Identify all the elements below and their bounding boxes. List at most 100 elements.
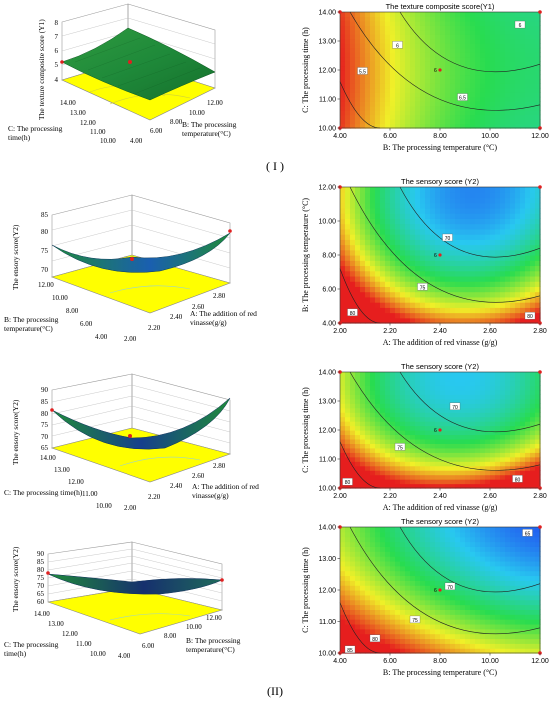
heatmap-cell <box>505 96 511 102</box>
heatmap-cell <box>505 87 511 93</box>
heatmap-cell <box>445 638 451 644</box>
heatmap-cell <box>505 16 511 22</box>
heatmap-cell <box>445 614 451 620</box>
heatmap-cell <box>370 105 376 111</box>
heatmap-cell <box>390 265 396 272</box>
heatmap-cell <box>400 628 406 635</box>
contour-label-box <box>449 402 461 410</box>
heatmap-cell <box>440 421 446 427</box>
heatmap-cell <box>520 648 526 654</box>
heatmap-cell <box>440 623 446 630</box>
heatmap-cell <box>520 394 526 400</box>
heatmap-cell <box>375 249 381 256</box>
heatmap-cell <box>370 398 376 404</box>
heatmap-cell <box>525 425 531 431</box>
contour-label: 70 <box>452 405 458 411</box>
heatmap-cell <box>530 29 536 35</box>
heatmap-cell <box>435 604 441 610</box>
heatmap-cell <box>460 394 466 400</box>
heatmap-cell <box>505 599 511 606</box>
heatmap-cell <box>465 643 471 649</box>
heatmap-cell <box>405 192 411 199</box>
heatmap-cell <box>435 38 441 44</box>
heatmap-cell <box>475 43 481 49</box>
heatmap-cell <box>405 228 411 235</box>
heatmap-cell <box>475 590 481 596</box>
heatmap-cell <box>535 218 541 225</box>
heatmap-cell <box>420 52 426 58</box>
heatmap-cell <box>495 291 501 298</box>
heatmap-cell <box>345 260 351 267</box>
heatmap-cell <box>340 531 346 538</box>
heatmap-cell <box>425 123 431 129</box>
heatmap-cell <box>355 421 361 427</box>
heatmap-cell <box>465 430 471 436</box>
heatmap-cell <box>485 416 491 422</box>
heatmap-cell <box>340 312 346 319</box>
heatmap-cell <box>380 307 386 314</box>
heatmap-cell <box>525 110 531 116</box>
heatmap-cell <box>370 281 376 287</box>
heatmap-cell <box>385 123 391 129</box>
heatmap-cell <box>515 447 521 453</box>
heatmap-cell <box>480 372 486 378</box>
heatmap-cell <box>435 207 441 214</box>
x-tick: 2.40 <box>170 313 183 321</box>
design-point <box>60 60 64 64</box>
heatmap-cell <box>480 101 486 107</box>
heatmap-cell <box>385 43 391 49</box>
heatmap-cell <box>465 123 471 129</box>
heatmap-cell <box>350 527 356 533</box>
heatmap-cell <box>435 465 441 471</box>
heatmap-cell <box>475 65 481 71</box>
y-tick: 14.00 <box>318 370 336 377</box>
heatmap-cell <box>370 430 376 436</box>
center-point <box>438 68 442 72</box>
heatmap-cell <box>440 638 446 644</box>
heatmap-cell <box>535 70 541 76</box>
contour-label-box <box>522 529 533 537</box>
heatmap-cell <box>465 570 471 577</box>
heatmap-cell <box>425 56 431 62</box>
heatmap-cell <box>385 291 391 298</box>
heatmap-cell <box>365 197 371 204</box>
heatmap-cell <box>445 412 451 418</box>
heatmap-cell <box>485 317 491 324</box>
heatmap-cell <box>520 56 526 62</box>
heatmap-cell <box>530 407 536 413</box>
heatmap-cell <box>450 296 456 303</box>
heatmap-cell <box>390 255 396 261</box>
heatmap-cell <box>460 249 466 256</box>
heatmap-cell <box>345 412 351 418</box>
heatmap-cell <box>465 312 471 319</box>
heatmap-cell <box>425 536 431 543</box>
heatmap-cell <box>510 609 516 615</box>
heatmap-cell <box>450 119 456 125</box>
heatmap-cell <box>510 265 516 272</box>
heatmap-cell <box>435 187 441 193</box>
heatmap-cell <box>435 265 441 272</box>
heatmap-cell <box>495 110 501 116</box>
heatmap-cell <box>485 546 491 552</box>
heatmap-cell <box>340 580 346 586</box>
heatmap-cell <box>535 619 541 625</box>
x-axis-label: B: The processing temperature(°C) <box>182 120 237 138</box>
heatmap-cell <box>415 638 421 644</box>
heatmap-cell <box>495 20 501 26</box>
heatmap-cell <box>380 394 386 400</box>
heatmap-cell <box>390 47 396 53</box>
heatmap-cell <box>500 38 506 44</box>
contour-heatmap <box>340 12 541 129</box>
heatmap-cell <box>350 461 356 467</box>
heatmap-cell <box>480 623 486 630</box>
heatmap-cell <box>395 434 401 440</box>
heatmap-cell <box>450 56 456 62</box>
heatmap-cell <box>455 312 461 319</box>
heatmap-cell <box>500 416 506 422</box>
x-axis-label: A: The addition of red vinasse (g/g) <box>383 338 498 347</box>
heatmap-cell <box>345 609 351 615</box>
heatmap-cell <box>425 312 431 319</box>
heatmap-cell <box>515 123 521 129</box>
heatmap-cell <box>460 43 466 49</box>
heatmap-cell <box>530 96 536 102</box>
